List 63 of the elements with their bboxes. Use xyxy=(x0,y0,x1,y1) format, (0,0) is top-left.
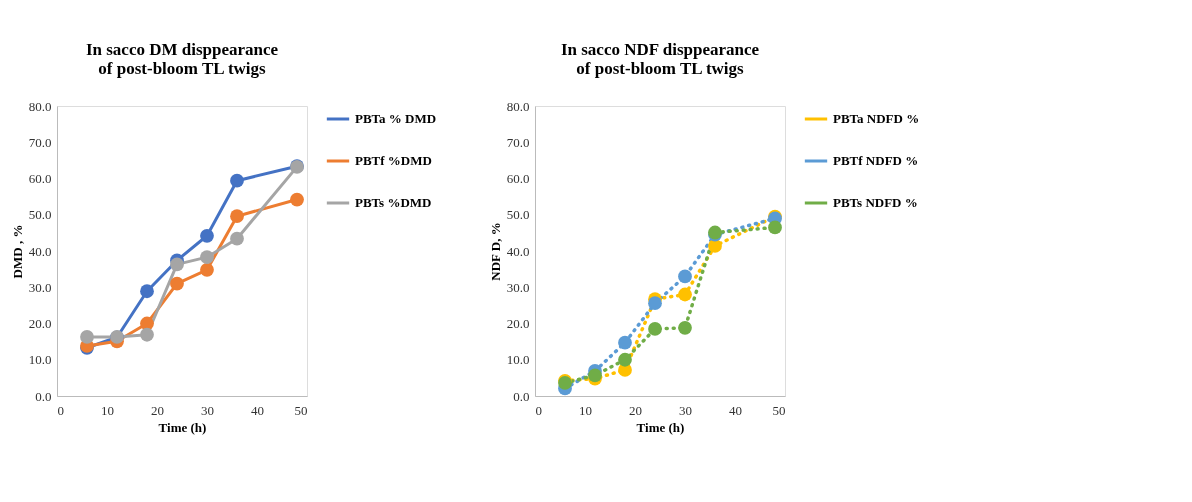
point xyxy=(678,287,692,302)
point xyxy=(230,231,244,246)
y-tick-label: 40.0 xyxy=(506,243,530,259)
point xyxy=(618,335,632,350)
x-tick-label: 20 xyxy=(629,402,642,418)
point xyxy=(230,173,244,188)
x-tick-label: 30 xyxy=(201,402,214,418)
chart-title: In sacco NDF disppearance of post-bloom TL twigs xyxy=(560,40,760,78)
y-tick-label: 10.0 xyxy=(506,352,530,368)
legend-label: PBTf NDFD % xyxy=(833,153,919,168)
y-tick-label: 40.0 xyxy=(28,243,52,259)
x-tick-label: 50 xyxy=(772,402,786,418)
x-axis-title: Time (h) xyxy=(636,419,685,435)
point xyxy=(80,330,94,344)
y-axis-title: NDF D, % xyxy=(487,222,503,281)
legend-label: PBTs NDFD % xyxy=(833,195,918,210)
point xyxy=(648,296,662,311)
x-tick-label: 20 xyxy=(151,402,164,418)
legend-label: PBTf %DMD xyxy=(355,153,432,168)
y-tick-label: 30.0 xyxy=(28,279,52,295)
y-tick-label: 70.0 xyxy=(28,134,52,150)
y-tick-label: 60.0 xyxy=(28,171,52,186)
y-tick-label: 0.0 xyxy=(35,388,52,404)
y-tick-label: 10.0 xyxy=(28,352,52,368)
y-tick-label: 20.0 xyxy=(506,316,530,331)
point xyxy=(200,262,214,277)
point xyxy=(200,250,214,265)
x-tick-label: 40 xyxy=(251,402,264,418)
point xyxy=(708,239,722,253)
x-axis-title: Time (h) xyxy=(158,419,207,435)
x-tick-label: 40 xyxy=(729,402,742,418)
point xyxy=(678,320,692,335)
point xyxy=(170,257,184,272)
x-tick-label: 0 xyxy=(57,402,64,418)
legend-label: PBTa NDFD % xyxy=(833,111,920,126)
point xyxy=(230,209,244,224)
y-axis-title: DMD , % xyxy=(9,224,25,279)
y-tick-label: 50.0 xyxy=(506,207,530,223)
y-tick-label: 60.0 xyxy=(506,171,530,186)
point xyxy=(290,192,304,207)
point xyxy=(140,327,154,342)
legend-label: PBTa % DMD xyxy=(355,111,437,126)
y-tick-label: 30.0 xyxy=(506,279,530,295)
point xyxy=(648,322,662,336)
x-tick-label: 10 xyxy=(101,402,114,418)
legend-label: PBTs %DMD xyxy=(355,195,432,210)
y-tick-label: 0.0 xyxy=(513,388,530,404)
point xyxy=(140,284,154,299)
y-tick-label: 50.0 xyxy=(28,207,52,223)
x-tick-label: 30 xyxy=(679,402,692,418)
chart-title: In sacco DM disppearance of post-bloom TL twigs xyxy=(85,40,279,78)
point xyxy=(618,352,632,367)
point xyxy=(678,269,692,284)
x-tick-label: 10 xyxy=(579,402,592,418)
x-tick-label: 0 xyxy=(535,402,542,418)
y-tick-label: 80.0 xyxy=(506,98,530,114)
y-tick-label: 80.0 xyxy=(28,98,52,114)
x-tick-label: 50 xyxy=(294,402,308,418)
y-tick-label: 20.0 xyxy=(28,316,52,331)
point xyxy=(170,276,184,291)
point xyxy=(768,220,782,235)
y-tick-label: 70.0 xyxy=(506,134,530,150)
point xyxy=(200,228,214,243)
